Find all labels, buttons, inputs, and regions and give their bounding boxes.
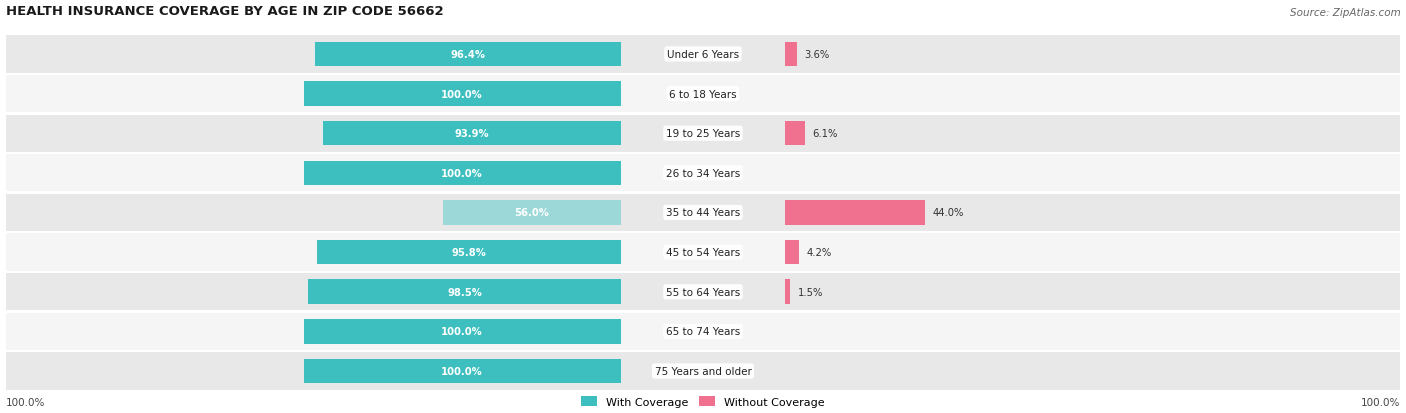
Bar	[6, 76, 1400, 113]
Bar	[315, 43, 620, 67]
Bar	[323, 121, 620, 146]
Bar	[304, 161, 620, 186]
Text: HEALTH INSURANCE COVERAGE BY AGE IN ZIP CODE 56662: HEALTH INSURANCE COVERAGE BY AGE IN ZIP …	[6, 5, 443, 18]
Text: 4.2%: 4.2%	[807, 247, 831, 257]
Bar	[6, 353, 1400, 390]
Text: Under 6 Years: Under 6 Years	[666, 50, 740, 60]
Bar	[304, 319, 620, 344]
Text: 100.0%: 100.0%	[441, 366, 482, 376]
Text: 96.4%: 96.4%	[450, 50, 485, 60]
Bar	[308, 280, 620, 304]
Text: 100.0%: 100.0%	[6, 397, 45, 407]
Bar	[786, 121, 804, 146]
Bar	[6, 115, 1400, 152]
Text: 6 to 18 Years: 6 to 18 Years	[669, 89, 737, 99]
Text: 95.8%: 95.8%	[451, 247, 486, 257]
Legend: With Coverage, Without Coverage: With Coverage, Without Coverage	[582, 396, 824, 407]
Text: 6.1%: 6.1%	[813, 129, 838, 139]
Bar	[6, 155, 1400, 192]
Text: 1.5%: 1.5%	[797, 287, 823, 297]
Bar	[443, 201, 620, 225]
Text: 26 to 34 Years: 26 to 34 Years	[666, 169, 740, 178]
Text: 100.0%: 100.0%	[441, 327, 482, 337]
Text: 55 to 64 Years: 55 to 64 Years	[666, 287, 740, 297]
Text: 100.0%: 100.0%	[1361, 397, 1400, 407]
Text: 3.6%: 3.6%	[804, 50, 830, 60]
Text: 44.0%: 44.0%	[932, 208, 965, 218]
Text: 45 to 54 Years: 45 to 54 Years	[666, 247, 740, 257]
Text: 100.0%: 100.0%	[441, 89, 482, 99]
Bar	[786, 43, 797, 67]
Text: Source: ZipAtlas.com: Source: ZipAtlas.com	[1289, 8, 1400, 18]
Text: 93.9%: 93.9%	[454, 129, 489, 139]
Bar	[304, 82, 620, 107]
Text: 100.0%: 100.0%	[441, 169, 482, 178]
Text: 98.5%: 98.5%	[447, 287, 482, 297]
Bar	[6, 195, 1400, 232]
Bar	[6, 273, 1400, 311]
Text: 75 Years and older: 75 Years and older	[655, 366, 751, 376]
Bar	[304, 359, 620, 383]
Text: 35 to 44 Years: 35 to 44 Years	[666, 208, 740, 218]
Bar	[6, 36, 1400, 74]
Bar	[6, 313, 1400, 350]
Bar	[786, 280, 790, 304]
Bar	[786, 201, 925, 225]
Bar	[6, 234, 1400, 271]
Text: 19 to 25 Years: 19 to 25 Years	[666, 129, 740, 139]
Bar	[786, 240, 799, 265]
Text: 56.0%: 56.0%	[515, 208, 550, 218]
Text: 65 to 74 Years: 65 to 74 Years	[666, 327, 740, 337]
Bar	[316, 240, 620, 265]
